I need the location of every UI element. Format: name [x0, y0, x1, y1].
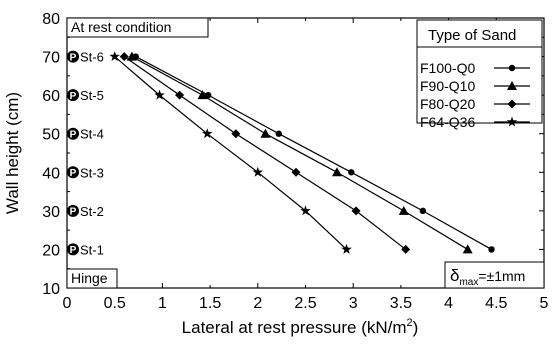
y-tick-label: 50: [42, 127, 60, 144]
legend-entry-label: F90-Q10: [420, 78, 475, 94]
y-tick-label: 40: [42, 165, 60, 182]
station-label: St-3: [80, 165, 104, 180]
marker-triangle: [126, 51, 137, 61]
station-icon-letter: P: [70, 245, 77, 256]
series-line: [114, 56, 347, 250]
station-icon-letter: P: [70, 52, 77, 63]
marker-triangle: [197, 90, 208, 100]
x-tick-label: 3.5: [390, 295, 412, 312]
marker-triangle: [507, 81, 517, 90]
station-icon: [67, 89, 79, 102]
marker-triangle: [462, 244, 473, 254]
delta-max-box: [444, 261, 545, 289]
station-markers: P St-6P St-5P St-4P St-3P St-2P St-1: [67, 50, 104, 257]
marker-star: [506, 116, 518, 127]
marker-diamond: [119, 52, 129, 62]
condition-label-box: [66, 17, 209, 38]
marker-star: [300, 205, 311, 216]
station-icon-letter: P: [70, 168, 77, 179]
series-markers: [109, 51, 495, 254]
station-icon: [67, 166, 79, 179]
station-icon-letter: P: [70, 91, 77, 102]
series-lines: [114, 56, 492, 250]
marker-triangle: [331, 167, 342, 177]
marker-diamond: [401, 244, 411, 254]
station-label: St-1: [80, 242, 104, 257]
x-tick-label: 0.5: [104, 295, 126, 312]
y-tick-label: 30: [42, 204, 60, 221]
x-axis-label-suffix: ): [413, 318, 419, 337]
legend-entry-label: F64-Q36: [420, 114, 475, 130]
station-label: St-5: [80, 88, 104, 103]
legend-box: [416, 19, 543, 124]
marker-circle: [419, 207, 427, 215]
axis-ticks: 0 0.5 1 1.5 2 2.5 3 3.5 4 4.5 5 10 20 30 40 50 60 70 80: [42, 11, 548, 312]
delta-value: =±1mm: [478, 268, 525, 284]
marker-diamond: [351, 206, 361, 216]
x-tick-label: 2: [253, 295, 262, 312]
marker-star: [202, 128, 213, 139]
x-tick-label: 1: [158, 295, 167, 312]
x-tick-label: 0: [63, 295, 72, 312]
y-axis-label: Wall height (cm): [3, 92, 22, 214]
marker-circle: [488, 246, 495, 253]
marker-diamond: [175, 90, 185, 100]
legend-entry-label: F100-Q0: [420, 60, 475, 76]
delta-max-label: δmax=±1mm: [450, 266, 525, 288]
marker-circle: [348, 169, 355, 176]
marker-circle: [204, 91, 212, 99]
x-axis-label: Lateral at rest pressure (kN/m2): [182, 317, 419, 337]
condition-label: At rest condition: [71, 19, 171, 35]
marker-star: [252, 166, 264, 177]
hinge-label: Hinge: [71, 270, 108, 286]
marker-triangle: [260, 128, 271, 138]
station-icon: [67, 50, 79, 63]
marker-diamond: [291, 167, 301, 177]
y-tick-label: 80: [42, 11, 60, 28]
station-icon: [67, 204, 79, 217]
y-tick-label: 10: [42, 281, 60, 298]
station-icon: [67, 243, 79, 256]
x-tick-label: 5: [540, 295, 549, 312]
delta-subscript: max: [459, 277, 478, 288]
marker-diamond: [507, 99, 517, 109]
marker-circle: [275, 130, 282, 137]
x-tick-label: 4: [444, 295, 453, 312]
x-axis-label-superscript: 2: [407, 317, 413, 329]
y-tick-label: 20: [42, 242, 60, 259]
marker-star: [341, 243, 352, 254]
x-tick-label: 4.5: [485, 295, 507, 312]
marker-circle: [508, 64, 516, 72]
station-label: St-4: [80, 127, 104, 142]
station-icon: [67, 127, 79, 140]
marker-triangle: [398, 205, 409, 215]
marker-star: [109, 51, 120, 62]
series-line: [135, 56, 492, 250]
x-axis-label-main: Lateral at rest pressure (kN/m: [182, 318, 407, 337]
x-tick-label: 3: [349, 295, 358, 312]
marker-star: [154, 89, 165, 100]
y-tick-label: 70: [42, 50, 60, 67]
x-tick-label: 1.5: [199, 295, 221, 312]
hinge-label-box: [66, 268, 118, 289]
station-label: St-2: [80, 204, 104, 219]
delta-symbol: δ: [450, 266, 459, 285]
series-line: [123, 56, 407, 250]
station-label: St-6: [80, 50, 104, 65]
x-tick-label: 2.5: [294, 295, 316, 312]
station-icon-letter: P: [70, 207, 77, 218]
legend-entry-label: F80-Q20: [420, 96, 475, 112]
y-tick-label: 60: [42, 88, 60, 105]
marker-diamond: [231, 129, 241, 139]
series-line: [131, 56, 468, 250]
legend-title: Type of Sand: [428, 27, 516, 44]
station-icon-letter: P: [70, 130, 77, 141]
legend-items: F100-Q0 F90-Q10 F80-Q20 F64-Q36: [420, 60, 530, 130]
